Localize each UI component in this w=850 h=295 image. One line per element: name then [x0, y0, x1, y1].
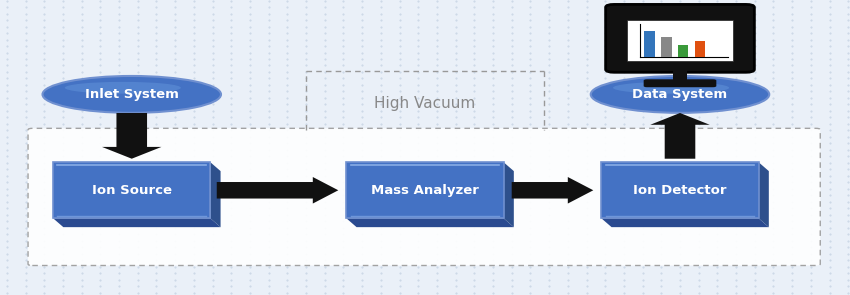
Ellipse shape	[42, 76, 221, 113]
Bar	[644, 31, 654, 58]
Text: Ion Detector: Ion Detector	[633, 184, 727, 197]
Text: Inlet System: Inlet System	[85, 88, 178, 101]
Polygon shape	[503, 162, 513, 227]
Bar	[694, 41, 705, 58]
Ellipse shape	[591, 76, 769, 113]
Bar	[673, 69, 687, 81]
Ellipse shape	[65, 82, 181, 94]
FancyBboxPatch shape	[643, 79, 717, 87]
FancyBboxPatch shape	[53, 162, 210, 218]
FancyBboxPatch shape	[347, 162, 503, 218]
Bar	[661, 37, 672, 58]
Bar	[678, 45, 689, 58]
Text: Ion Source: Ion Source	[92, 184, 172, 197]
Polygon shape	[347, 218, 513, 227]
FancyBboxPatch shape	[601, 162, 759, 218]
Polygon shape	[53, 218, 221, 227]
Polygon shape	[650, 113, 710, 159]
Polygon shape	[601, 218, 768, 227]
Polygon shape	[102, 113, 162, 159]
Text: Data System: Data System	[632, 88, 728, 101]
Ellipse shape	[613, 82, 729, 94]
Polygon shape	[512, 177, 593, 204]
FancyBboxPatch shape	[605, 4, 755, 72]
FancyBboxPatch shape	[28, 128, 820, 266]
Polygon shape	[217, 177, 338, 204]
FancyBboxPatch shape	[627, 20, 733, 61]
Text: High Vacuum: High Vacuum	[374, 96, 476, 111]
Polygon shape	[759, 162, 768, 227]
Polygon shape	[210, 162, 221, 227]
Text: Mass Analyzer: Mass Analyzer	[371, 184, 479, 197]
